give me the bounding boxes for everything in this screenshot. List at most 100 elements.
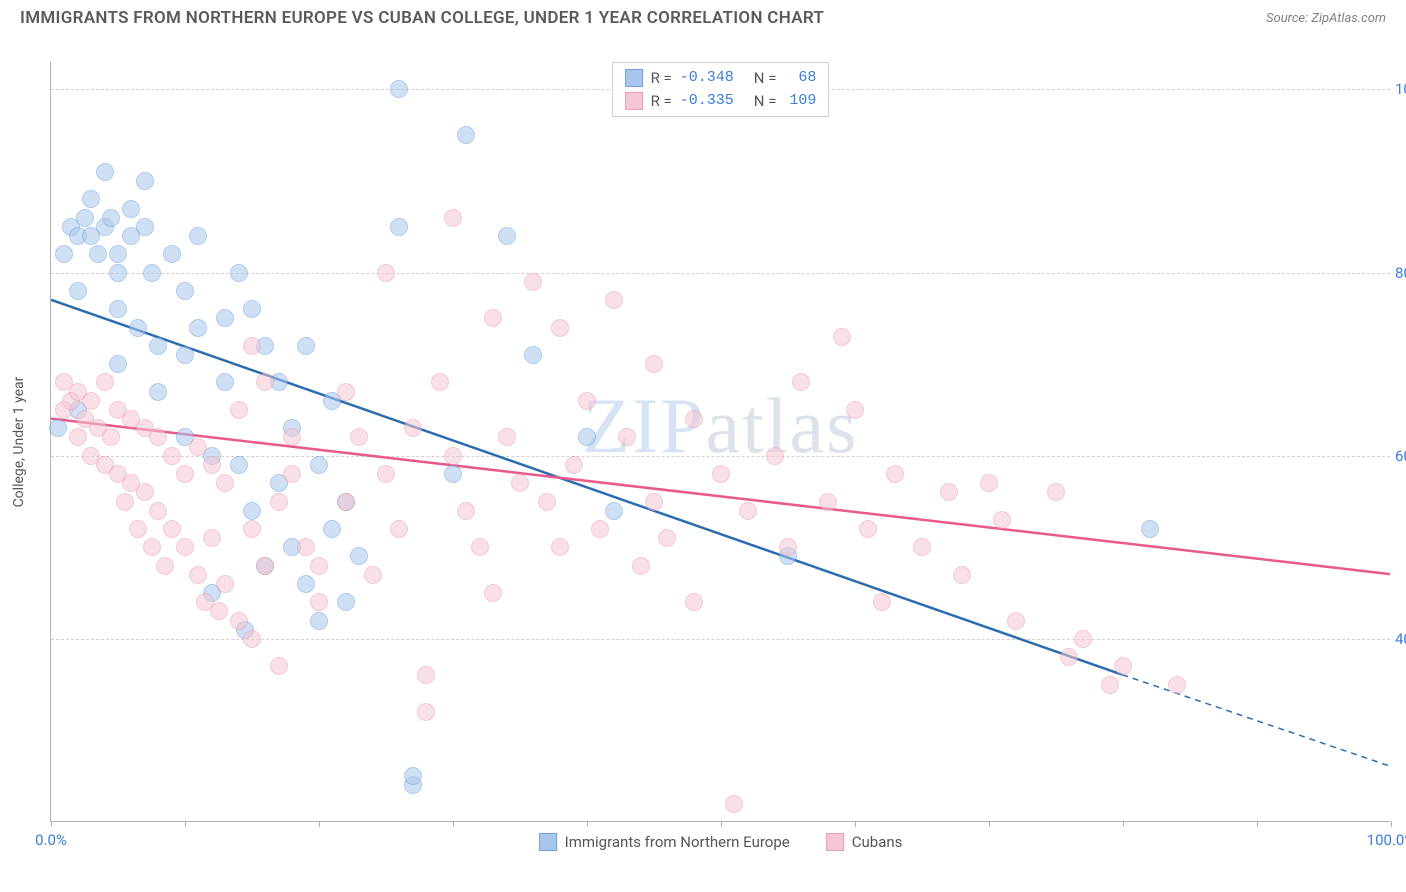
scatter-point (109, 355, 127, 373)
scatter-point (591, 520, 609, 538)
scatter-point (82, 392, 100, 410)
scatter-point (725, 795, 743, 813)
scatter-point (1047, 483, 1065, 501)
scatter-point (102, 428, 120, 446)
scatter-point (149, 337, 167, 355)
scatter-point (377, 264, 395, 282)
scatter-point (444, 447, 462, 465)
scatter-point (76, 209, 94, 227)
scatter-point (149, 502, 167, 520)
chart-header: IMMIGRANTS FROM NORTHERN EUROPE VS CUBAN… (0, 0, 1406, 32)
x-tick (1257, 821, 1258, 827)
scatter-point (1114, 657, 1132, 675)
scatter-point (337, 593, 355, 611)
scatter-point (337, 383, 355, 401)
scatter-point (163, 447, 181, 465)
scatter-point (109, 264, 127, 282)
x-tick (51, 821, 52, 827)
scatter-point (149, 428, 167, 446)
scatter-point (417, 666, 435, 684)
scatter-point (685, 410, 703, 428)
scatter-point (524, 346, 542, 364)
scatter-point (337, 493, 355, 511)
scatter-point (846, 401, 864, 419)
scatter-point (658, 529, 676, 547)
scatter-point (176, 346, 194, 364)
stats-r-label: R = (651, 90, 672, 113)
scatter-point (404, 419, 422, 437)
scatter-point (176, 465, 194, 483)
scatter-point (444, 209, 462, 227)
scatter-point (377, 465, 395, 483)
stats-row-series1: R = -0.348 N = 68 (625, 67, 817, 90)
scatter-point (417, 703, 435, 721)
y-axis-label: College, Under 1 year (11, 376, 27, 507)
scatter-point (578, 428, 596, 446)
scatter-point (833, 328, 851, 346)
legend-item-2: Cubans (826, 833, 903, 851)
scatter-point (102, 209, 120, 227)
scatter-point (129, 520, 147, 538)
scatter-point (511, 474, 529, 492)
scatter-point (792, 373, 810, 391)
scatter-point (176, 282, 194, 300)
scatter-point (256, 373, 274, 391)
scatter-point (1060, 648, 1078, 666)
scatter-point (859, 520, 877, 538)
scatter-point (189, 438, 207, 456)
scatter-point (230, 401, 248, 419)
scatter-point (69, 428, 87, 446)
scatter-point (457, 126, 475, 144)
scatter-point (953, 566, 971, 584)
x-tick (185, 821, 186, 827)
scatter-point (156, 557, 174, 575)
scatter-point (122, 200, 140, 218)
scatter-point (243, 502, 261, 520)
scatter-point (310, 557, 328, 575)
x-tick (1123, 821, 1124, 827)
scatter-point (712, 465, 730, 483)
scatter-point (270, 657, 288, 675)
scatter-point (390, 218, 408, 236)
scatter-point (143, 538, 161, 556)
scatter-point (283, 428, 301, 446)
scatter-point (739, 502, 757, 520)
scatter-point (350, 547, 368, 565)
scatter-point (980, 474, 998, 492)
scatter-point (993, 511, 1011, 529)
scatter-point (149, 383, 167, 401)
scatter-point (431, 373, 449, 391)
stats-row-series2: R = -0.335 N = 109 (625, 90, 817, 113)
scatter-point (109, 245, 127, 263)
scatter-point (189, 227, 207, 245)
legend-label-2: Cubans (852, 833, 903, 851)
scatter-point (1168, 676, 1186, 694)
scatter-point (605, 291, 623, 309)
scatter-point (216, 474, 234, 492)
gridline (51, 273, 1390, 274)
scatter-point (109, 300, 127, 318)
legend-swatch-pink (826, 833, 844, 851)
scatter-point (243, 337, 261, 355)
stats-r-label: R = (651, 67, 672, 90)
scatter-point (49, 419, 67, 437)
x-tick (1391, 821, 1392, 827)
scatter-point (283, 465, 301, 483)
x-tick-label: 0.0% (35, 831, 67, 849)
scatter-point (116, 493, 134, 511)
scatter-point (210, 602, 228, 620)
scatter-point (390, 80, 408, 98)
scatter-point (484, 309, 502, 327)
scatter-point (310, 593, 328, 611)
correlation-stats-box: R = -0.348 N = 68 R = -0.335 N = 109 (612, 62, 830, 117)
scatter-point (89, 245, 107, 263)
legend-label-1: Immigrants from Northern Europe (565, 833, 790, 851)
scatter-point (96, 373, 114, 391)
y-tick-label: 40.0% (1395, 630, 1406, 648)
scatter-point (538, 493, 556, 511)
scatter-point (1074, 630, 1092, 648)
x-tick (989, 821, 990, 827)
scatter-point (551, 538, 569, 556)
scatter-point (457, 502, 475, 520)
scatter-point (766, 447, 784, 465)
